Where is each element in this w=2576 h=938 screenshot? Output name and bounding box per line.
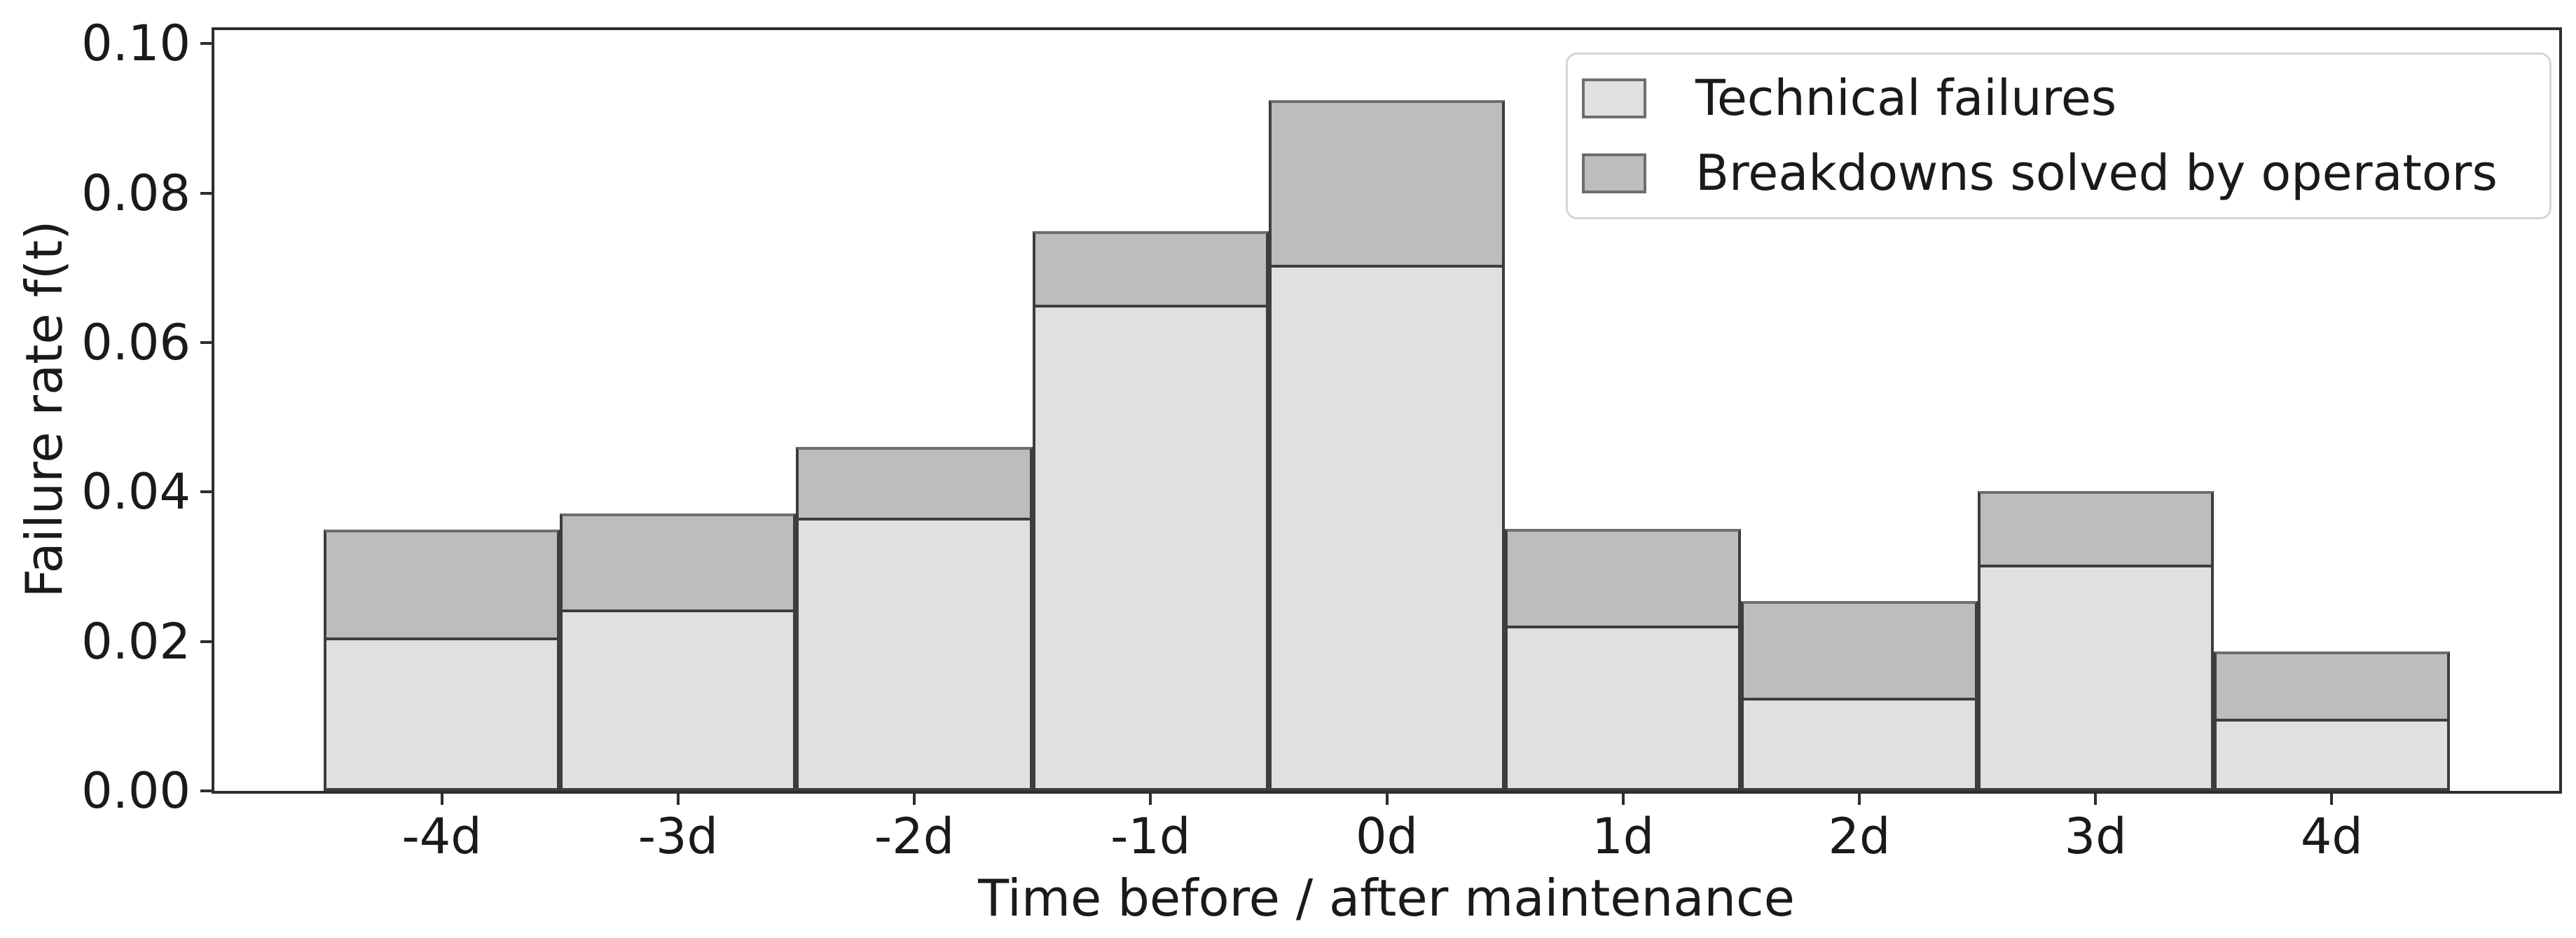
bar-segment-technical-2d — [1741, 697, 1978, 791]
y-tick-mark — [200, 640, 212, 643]
legend-swatch-icon — [1582, 153, 1646, 193]
x-tick-mark — [1385, 794, 1389, 805]
bar-segment-technical--4d — [324, 637, 560, 791]
x-tick-mark — [440, 794, 443, 805]
y-tick-mark — [200, 340, 212, 344]
y-tick-label: 0.08 — [81, 164, 191, 222]
x-tick-label: 4d — [2300, 808, 2363, 865]
legend-swatch-icon — [1582, 78, 1646, 118]
bar-segment-breakdowns--1d — [1032, 230, 1269, 305]
bar-segment-technical-3d — [1977, 564, 2214, 791]
x-tick-mark — [676, 794, 680, 805]
y-tick-label: 0.02 — [81, 612, 191, 670]
bar-segment-technical-4d — [2213, 718, 2450, 791]
x-tick-label: -1d — [1110, 808, 1191, 865]
y-tick-label: 0.10 — [81, 15, 191, 73]
legend-label: Breakdowns solved by operators — [1695, 144, 2498, 202]
legend: Technical failures Breakdowns solved by o… — [1566, 53, 2551, 219]
bar-segment-breakdowns--4d — [324, 529, 560, 638]
x-tick-mark — [2330, 794, 2334, 805]
bar-segment-technical-0d — [1268, 264, 1506, 791]
x-tick-mark — [2094, 794, 2098, 805]
bar-segment-breakdowns-1d — [1505, 528, 1742, 626]
bar-segment-technical-1d — [1505, 626, 1742, 791]
y-tick-mark — [200, 191, 212, 195]
x-tick-label: 1d — [1592, 808, 1655, 865]
y-tick-label: 0.04 — [81, 463, 191, 521]
x-tick-label: 2d — [1828, 808, 1891, 865]
bar-segment-breakdowns--2d — [796, 447, 1033, 518]
x-tick-label: 0d — [1356, 808, 1418, 865]
x-tick-mark — [1621, 794, 1625, 805]
plot-area: -4d -3d -2d -1d 0d 1d 2d 3d 4d 0.00 0.02 0.04 0.06 0.… — [81, 19, 2562, 861]
bar-segment-technical--3d — [560, 609, 797, 791]
x-axis-label: Time before / after maintenance — [978, 869, 1795, 927]
y-tick-label: 0.00 — [81, 762, 191, 820]
y-tick-mark — [200, 490, 212, 494]
y-tick-mark — [200, 42, 212, 46]
bar-segment-technical--1d — [1032, 304, 1269, 791]
legend-label: Technical failures — [1695, 69, 2117, 127]
bar-segment-technical--2d — [796, 517, 1033, 791]
y-tick-mark — [200, 789, 212, 792]
bar-segment-breakdowns-2d — [1741, 601, 1978, 698]
x-tick-mark — [913, 794, 916, 805]
x-tick-label: -4d — [401, 808, 482, 865]
legend-entry: Technical failures — [1582, 71, 2528, 125]
x-tick-mark — [1149, 794, 1152, 805]
x-tick-mark — [1857, 794, 1861, 805]
x-tick-label: -3d — [638, 808, 718, 865]
bar-segment-breakdowns-3d — [1977, 491, 2214, 565]
bar-segment-breakdowns-0d — [1268, 100, 1506, 265]
x-tick-label: 3d — [2064, 808, 2127, 865]
y-axis-label: Failure rate f(t) — [15, 220, 74, 598]
bar-segment-breakdowns--3d — [560, 513, 797, 609]
legend-entry: Breakdowns solved by operators — [1582, 146, 2528, 200]
y-tick-label: 0.06 — [81, 313, 191, 371]
x-tick-label: -2d — [874, 808, 955, 865]
bar-segment-breakdowns-4d — [2213, 651, 2450, 719]
